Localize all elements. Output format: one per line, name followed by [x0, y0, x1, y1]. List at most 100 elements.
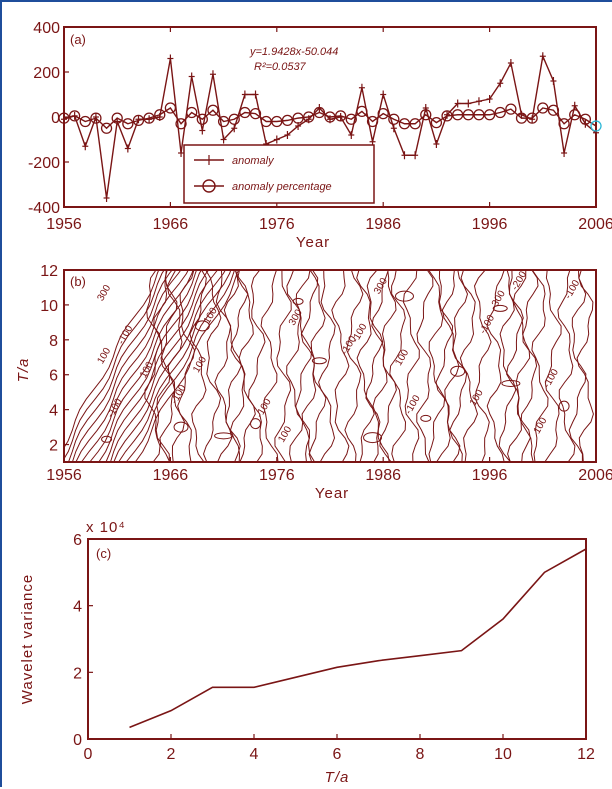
contour-label: 300	[287, 307, 305, 327]
contour-line	[531, 270, 549, 462]
contour-line	[274, 270, 292, 462]
anomaly-point	[124, 144, 131, 153]
contour-line	[202, 270, 222, 462]
anomaly-percentage-point	[154, 109, 166, 121]
contour-cell	[420, 414, 432, 422]
contour-cell	[173, 421, 189, 433]
contour-line	[356, 270, 375, 462]
panel-c-xtick-label: 6	[333, 746, 342, 763]
anomaly-percentage-point	[505, 103, 517, 115]
anomaly-point	[380, 90, 387, 99]
contour-line	[512, 270, 531, 462]
contour-line	[144, 270, 162, 462]
contour-label: -100	[116, 323, 136, 346]
anomaly-point	[486, 95, 493, 103]
contour-label: 100	[191, 354, 209, 374]
contour-line	[486, 270, 505, 462]
anomaly-percentage-point	[79, 115, 91, 128]
anomaly-point	[348, 131, 355, 139]
contour-line	[286, 270, 304, 462]
panel-b-xtick-label: 1966	[153, 467, 189, 484]
contour-line	[118, 270, 232, 462]
panel-b-ytick-label: 8	[49, 333, 58, 350]
contour-label: -300	[488, 288, 508, 311]
contour-line	[416, 270, 434, 462]
anomaly-point	[358, 83, 365, 92]
anomaly-point	[390, 124, 397, 133]
anomaly-point	[571, 101, 578, 110]
panel-a-xtick-label: 1976	[259, 216, 295, 233]
panel-b-ytick-label: 2	[49, 438, 58, 455]
anomaly-percentage-point	[430, 116, 443, 129]
wavelet-variance-line	[129, 548, 587, 729]
panel-c-series	[129, 548, 587, 729]
anomaly-percentage-point	[228, 113, 240, 125]
anomaly-percentage-point	[526, 112, 538, 124]
contour-line	[435, 270, 454, 462]
panel-b-ytick-label: 12	[40, 263, 58, 280]
contour-line	[520, 270, 539, 462]
contour-line	[402, 270, 420, 462]
panel-a-ytick-label: 400	[33, 20, 60, 37]
contour-line	[459, 270, 479, 462]
contour-cell	[450, 365, 466, 377]
contour-lines: 300-100100100-100100100-100300-100-10030…	[64, 269, 594, 462]
panel-b-xtick-label: 1986	[365, 467, 401, 484]
contour-line	[389, 270, 407, 462]
contour-line	[105, 270, 210, 462]
anomaly-point	[539, 52, 546, 61]
contour-line	[98, 270, 202, 462]
anomaly-percentage-point	[132, 114, 145, 127]
contour-line	[177, 270, 196, 462]
contour-line	[473, 270, 492, 462]
contour-line	[89, 270, 198, 462]
legend-percentage-marker	[202, 179, 216, 193]
panel-a-ytick-label: -400	[28, 200, 60, 217]
anomaly-point	[220, 135, 227, 144]
anomaly-point	[231, 124, 238, 133]
anomaly-point	[412, 151, 419, 160]
anomaly-point	[433, 140, 440, 148]
contour-label: -200	[510, 269, 530, 292]
anomaly-percentage-point	[292, 112, 304, 124]
anomaly-point	[593, 128, 599, 137]
anomaly-point	[273, 135, 280, 144]
panel-a-xlabel: Year	[296, 234, 330, 251]
panel-b-xtick-label: 1996	[472, 467, 508, 484]
legend-box	[183, 144, 375, 204]
contour-line	[189, 270, 207, 462]
anomaly-percentage-point	[345, 113, 357, 125]
panel-c-plot-area	[87, 538, 587, 740]
anomaly-point	[550, 77, 557, 85]
anomaly-percentage-point	[377, 107, 389, 120]
panel-a-xtick-label: 1986	[365, 216, 401, 233]
contour-line	[544, 270, 562, 462]
anomaly-percentage-point	[217, 115, 230, 128]
contour-cell	[394, 290, 414, 302]
contour-label: 100	[276, 424, 294, 444]
anomaly-percentage-point	[547, 104, 560, 116]
panel-c-ticks: 0 2 4 6 8 10 12 0 2 4 6	[73, 532, 595, 763]
contour-label: -100	[403, 393, 423, 416]
anomaly-percentage-point	[58, 112, 70, 124]
panel-c-ytick-label: 0	[73, 732, 82, 749]
contour-line	[331, 270, 350, 462]
contour-line	[134, 270, 240, 462]
anomaly-percentage-point	[334, 110, 347, 122]
contour-line	[247, 270, 266, 462]
panel-c-ytick-label: 6	[73, 532, 82, 549]
contour-line	[428, 270, 446, 462]
anomaly-percentage-point	[366, 115, 379, 128]
anomaly-percentage-point	[441, 110, 453, 122]
anomaly-point	[178, 149, 185, 157]
contour-label: -100	[542, 367, 562, 390]
panel-b-xtick-label: 1976	[259, 467, 295, 484]
anomaly-point	[284, 131, 291, 139]
contour-line	[568, 270, 587, 462]
panel-b-xtick-label: 1956	[46, 467, 82, 484]
legend-percentage-label: anomaly percentage	[232, 181, 332, 193]
anomaly-point	[199, 126, 206, 135]
panel-a: (a) y=1.9428x-50.044 R²=0.0537 Year 1956…	[28, 20, 612, 251]
anomaly-point	[561, 149, 568, 157]
contour-label: 300	[95, 283, 113, 303]
